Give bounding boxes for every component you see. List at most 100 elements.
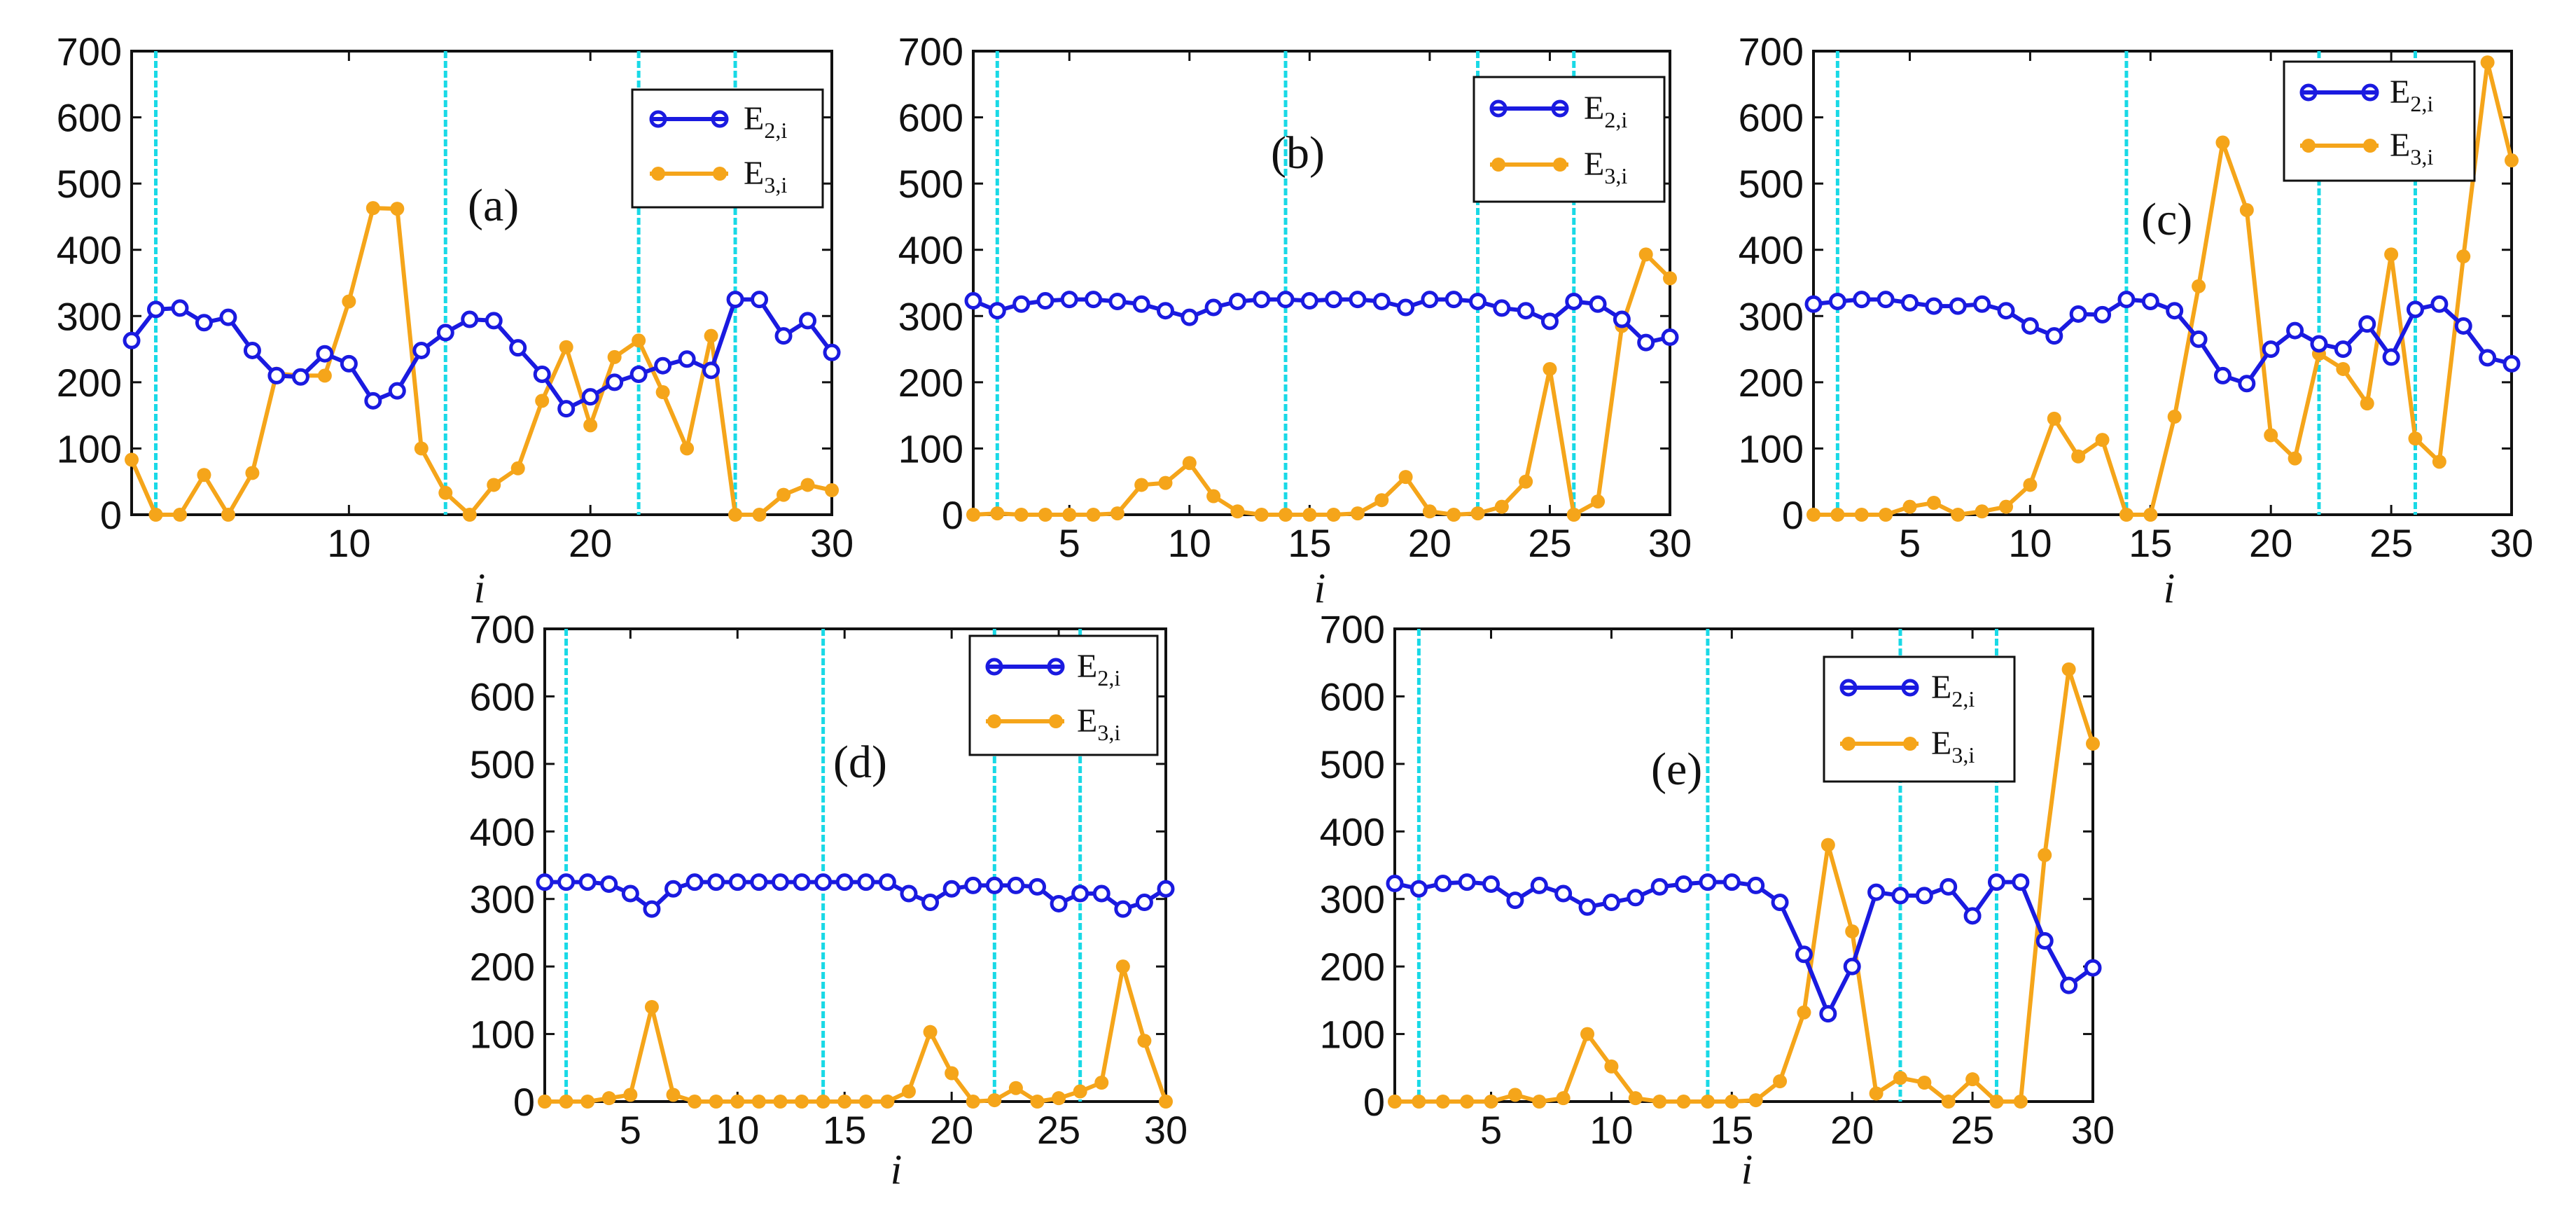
e3-point: [1989, 1095, 2004, 1109]
e2-point: [1506, 891, 1524, 910]
e2-point: [1276, 291, 1295, 309]
y-tick-label: 200: [57, 361, 122, 405]
e2-point: [964, 292, 982, 310]
e3-point: [1206, 489, 1221, 504]
panel-b-legend-e3-marker: [1491, 158, 1505, 172]
e3-point: [1073, 1084, 1087, 1099]
e2-point: [2430, 295, 2449, 313]
panel-b-legend-e3-marker-2: [1553, 158, 1567, 172]
e2-point: [726, 291, 744, 309]
e3-point: [2095, 433, 2110, 447]
panel-d-legend-e2-marker: [985, 658, 1003, 676]
panel-e-legend-e3-marker-2: [1903, 737, 1917, 751]
panel-b-legend: E2,i E3,i: [1473, 76, 1666, 203]
e3-point: [1508, 1088, 1522, 1102]
x-tick-label: 10: [716, 1108, 759, 1152]
panel-b: 0 100 200 300 400 500 600 700 5 10 15 20 25 30 i (b) E…: [898, 29, 1692, 611]
y-tick-label: 700: [1320, 607, 1385, 651]
e3-point: [1435, 1095, 1450, 1109]
e2-point: [1915, 887, 1933, 905]
panel-e-legend-e3-sub: 3,i: [1951, 742, 1975, 768]
e2-point: [629, 366, 648, 384]
e2-point: [1901, 293, 1919, 312]
e2-point: [2084, 959, 2102, 977]
x-tick-label: 15: [1710, 1108, 1753, 1152]
e3-point: [2192, 279, 2206, 293]
e3-point: [1748, 1093, 1763, 1108]
e2-point: [2382, 348, 2400, 366]
e2-point: [793, 873, 811, 891]
e2-point: [1949, 297, 1967, 315]
y-tick-label: 500: [898, 162, 963, 206]
panel-d-legend-box: [968, 634, 1159, 756]
panel-a-legend-e2-marker-2: [711, 110, 729, 128]
e3-point: [1951, 508, 1965, 522]
panel-a-legend-e2-sub: 2,i: [764, 118, 787, 143]
e2-point: [654, 356, 672, 375]
e2-point: [1997, 302, 2015, 320]
e3-point: [2119, 508, 2133, 522]
x-tick-label: 20: [2249, 521, 2292, 565]
e2-point: [621, 884, 639, 903]
e2-point: [412, 341, 431, 359]
y-tick-label: 100: [470, 1013, 535, 1057]
e3-point: [1038, 508, 1052, 522]
e3-point: [1638, 247, 1653, 262]
e3-point: [1543, 361, 1557, 376]
e3-point: [966, 508, 980, 522]
e2-point: [388, 382, 406, 400]
e2-point: [1867, 883, 1886, 901]
e3-point: [987, 1093, 1002, 1108]
panel-c-label: (c): [2141, 194, 2192, 245]
panel-a-legend-e3-base: E: [744, 155, 764, 192]
e2-point: [1135, 894, 1153, 912]
panel-e: 0 100 200 300 400 500 600 700 5 10 15 20 25 30 i (e) E…: [1320, 607, 2115, 1193]
panel-d-legend-e3-marker: [987, 714, 1001, 728]
e2-point: [985, 876, 1003, 894]
e2-point: [578, 873, 597, 891]
e3-point: [1869, 1086, 1884, 1101]
e2-point: [1565, 292, 1583, 310]
e3-point: [1182, 456, 1197, 471]
e3-point: [2264, 428, 2278, 443]
e3-point: [2038, 848, 2052, 863]
e2-point: [878, 873, 896, 891]
x-tick-label: 15: [823, 1108, 866, 1152]
e3-point: [1663, 271, 1677, 286]
panel-a: 0 100 200 300 400 500 600 700 10 20 30 i (a) E2,i E…: [57, 29, 854, 611]
panel-a-legend-box: [631, 88, 824, 209]
y-tick-label: 700: [1739, 29, 1804, 74]
e3-point: [414, 441, 429, 456]
x-tick-label: 15: [2129, 521, 2172, 565]
e2-point: [2166, 302, 2184, 320]
e2-point: [900, 884, 918, 903]
e3-point: [966, 1095, 980, 1109]
e2-point: [2358, 315, 2376, 333]
e3-point: [816, 1095, 830, 1109]
e2-point: [857, 873, 875, 891]
e3-point: [709, 1095, 723, 1109]
y-tick-label: 200: [1739, 361, 1804, 405]
e3-point: [438, 485, 453, 500]
e2-point: [2012, 873, 2030, 891]
e2-point: [1434, 875, 1452, 893]
x-axis-label: i: [474, 565, 486, 611]
e3-point: [2061, 662, 2076, 676]
e3-point: [1008, 1081, 1023, 1095]
y-tick-label: 100: [898, 426, 963, 471]
e3-point: [773, 1095, 788, 1109]
e3-point: [2360, 396, 2374, 411]
e3-point: [125, 452, 139, 467]
y-tick-label: 400: [1739, 228, 1804, 272]
e2-point: [823, 343, 841, 361]
e3-point: [1820, 838, 1835, 852]
x-axis-label: i: [2164, 565, 2175, 611]
e2-point: [436, 324, 454, 342]
e2-point: [461, 310, 479, 328]
e2-point: [2286, 321, 2304, 340]
e2-point: [557, 873, 576, 891]
e2-point: [1613, 310, 1631, 328]
e2-point: [364, 391, 382, 410]
e3-point: [390, 202, 405, 216]
e2-point: [1828, 292, 1846, 310]
